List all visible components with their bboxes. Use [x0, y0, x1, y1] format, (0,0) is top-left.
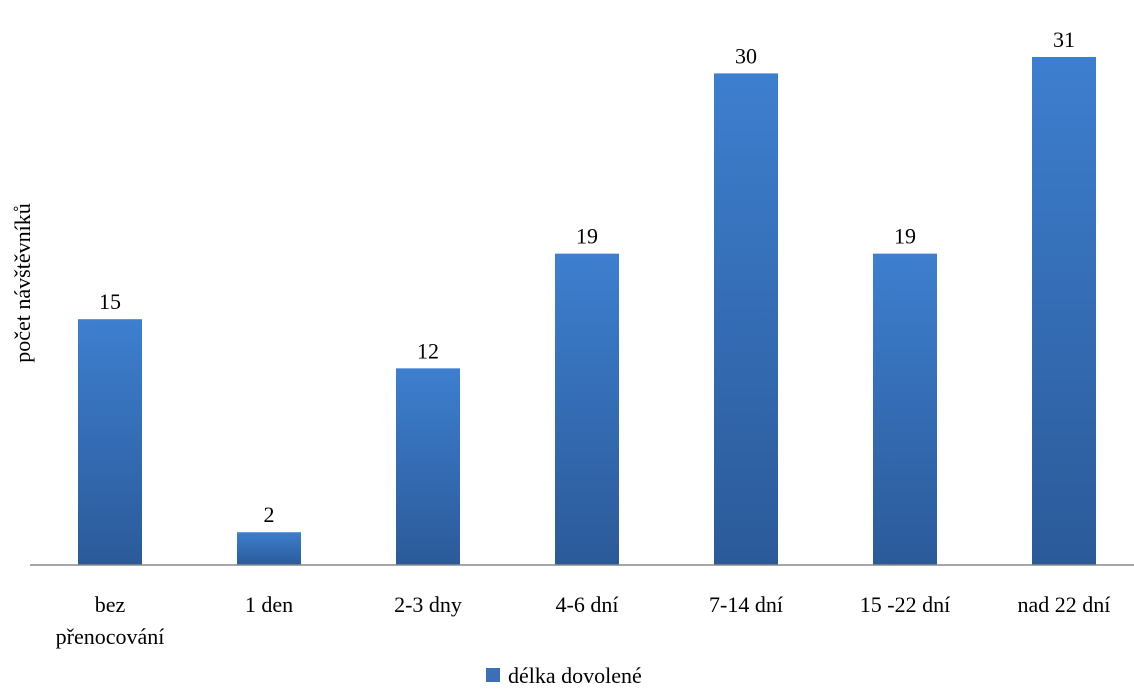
- value-label-4: 30: [735, 43, 757, 68]
- value-label-3: 19: [576, 224, 598, 249]
- bar-2: [396, 368, 460, 565]
- value-label-0: 15: [99, 289, 121, 314]
- x-tick-label-4: 7-14 dní: [709, 592, 783, 617]
- legend: délka dovolené: [486, 663, 642, 688]
- bars: [78, 57, 1096, 566]
- bar-0: [78, 319, 142, 565]
- bar-3: [555, 253, 619, 566]
- bar-4: [714, 73, 778, 566]
- bar-1: [237, 532, 301, 565]
- bar-5: [873, 253, 937, 566]
- value-labels: 15 2 12 19 30 19 31: [99, 27, 1075, 527]
- x-tick-label-0: bez přenocování: [56, 592, 165, 649]
- value-label-5: 19: [894, 224, 916, 249]
- legend-label: délka dovolené: [508, 663, 642, 688]
- x-tick-label-3: 4-6 dní: [556, 592, 619, 617]
- x-tick-label-5: 15 -22 dní: [860, 592, 950, 617]
- x-tick-label-2: 2-3 dny: [394, 592, 462, 617]
- value-label-6: 31: [1053, 27, 1075, 52]
- x-tick-label-1: 1 den: [245, 592, 293, 617]
- value-label-1: 2: [264, 502, 275, 527]
- y-axis-title: počet návštěvníků: [10, 203, 35, 362]
- legend-swatch: [486, 668, 500, 682]
- x-tick-label-6: nad 22 dní: [1018, 592, 1111, 617]
- x-tick-labels: bez přenocování 1 den 2-3 dny 4-6 dní 7-14 dn…: [56, 592, 1111, 649]
- bar-6: [1032, 57, 1096, 565]
- value-label-2: 12: [417, 338, 439, 363]
